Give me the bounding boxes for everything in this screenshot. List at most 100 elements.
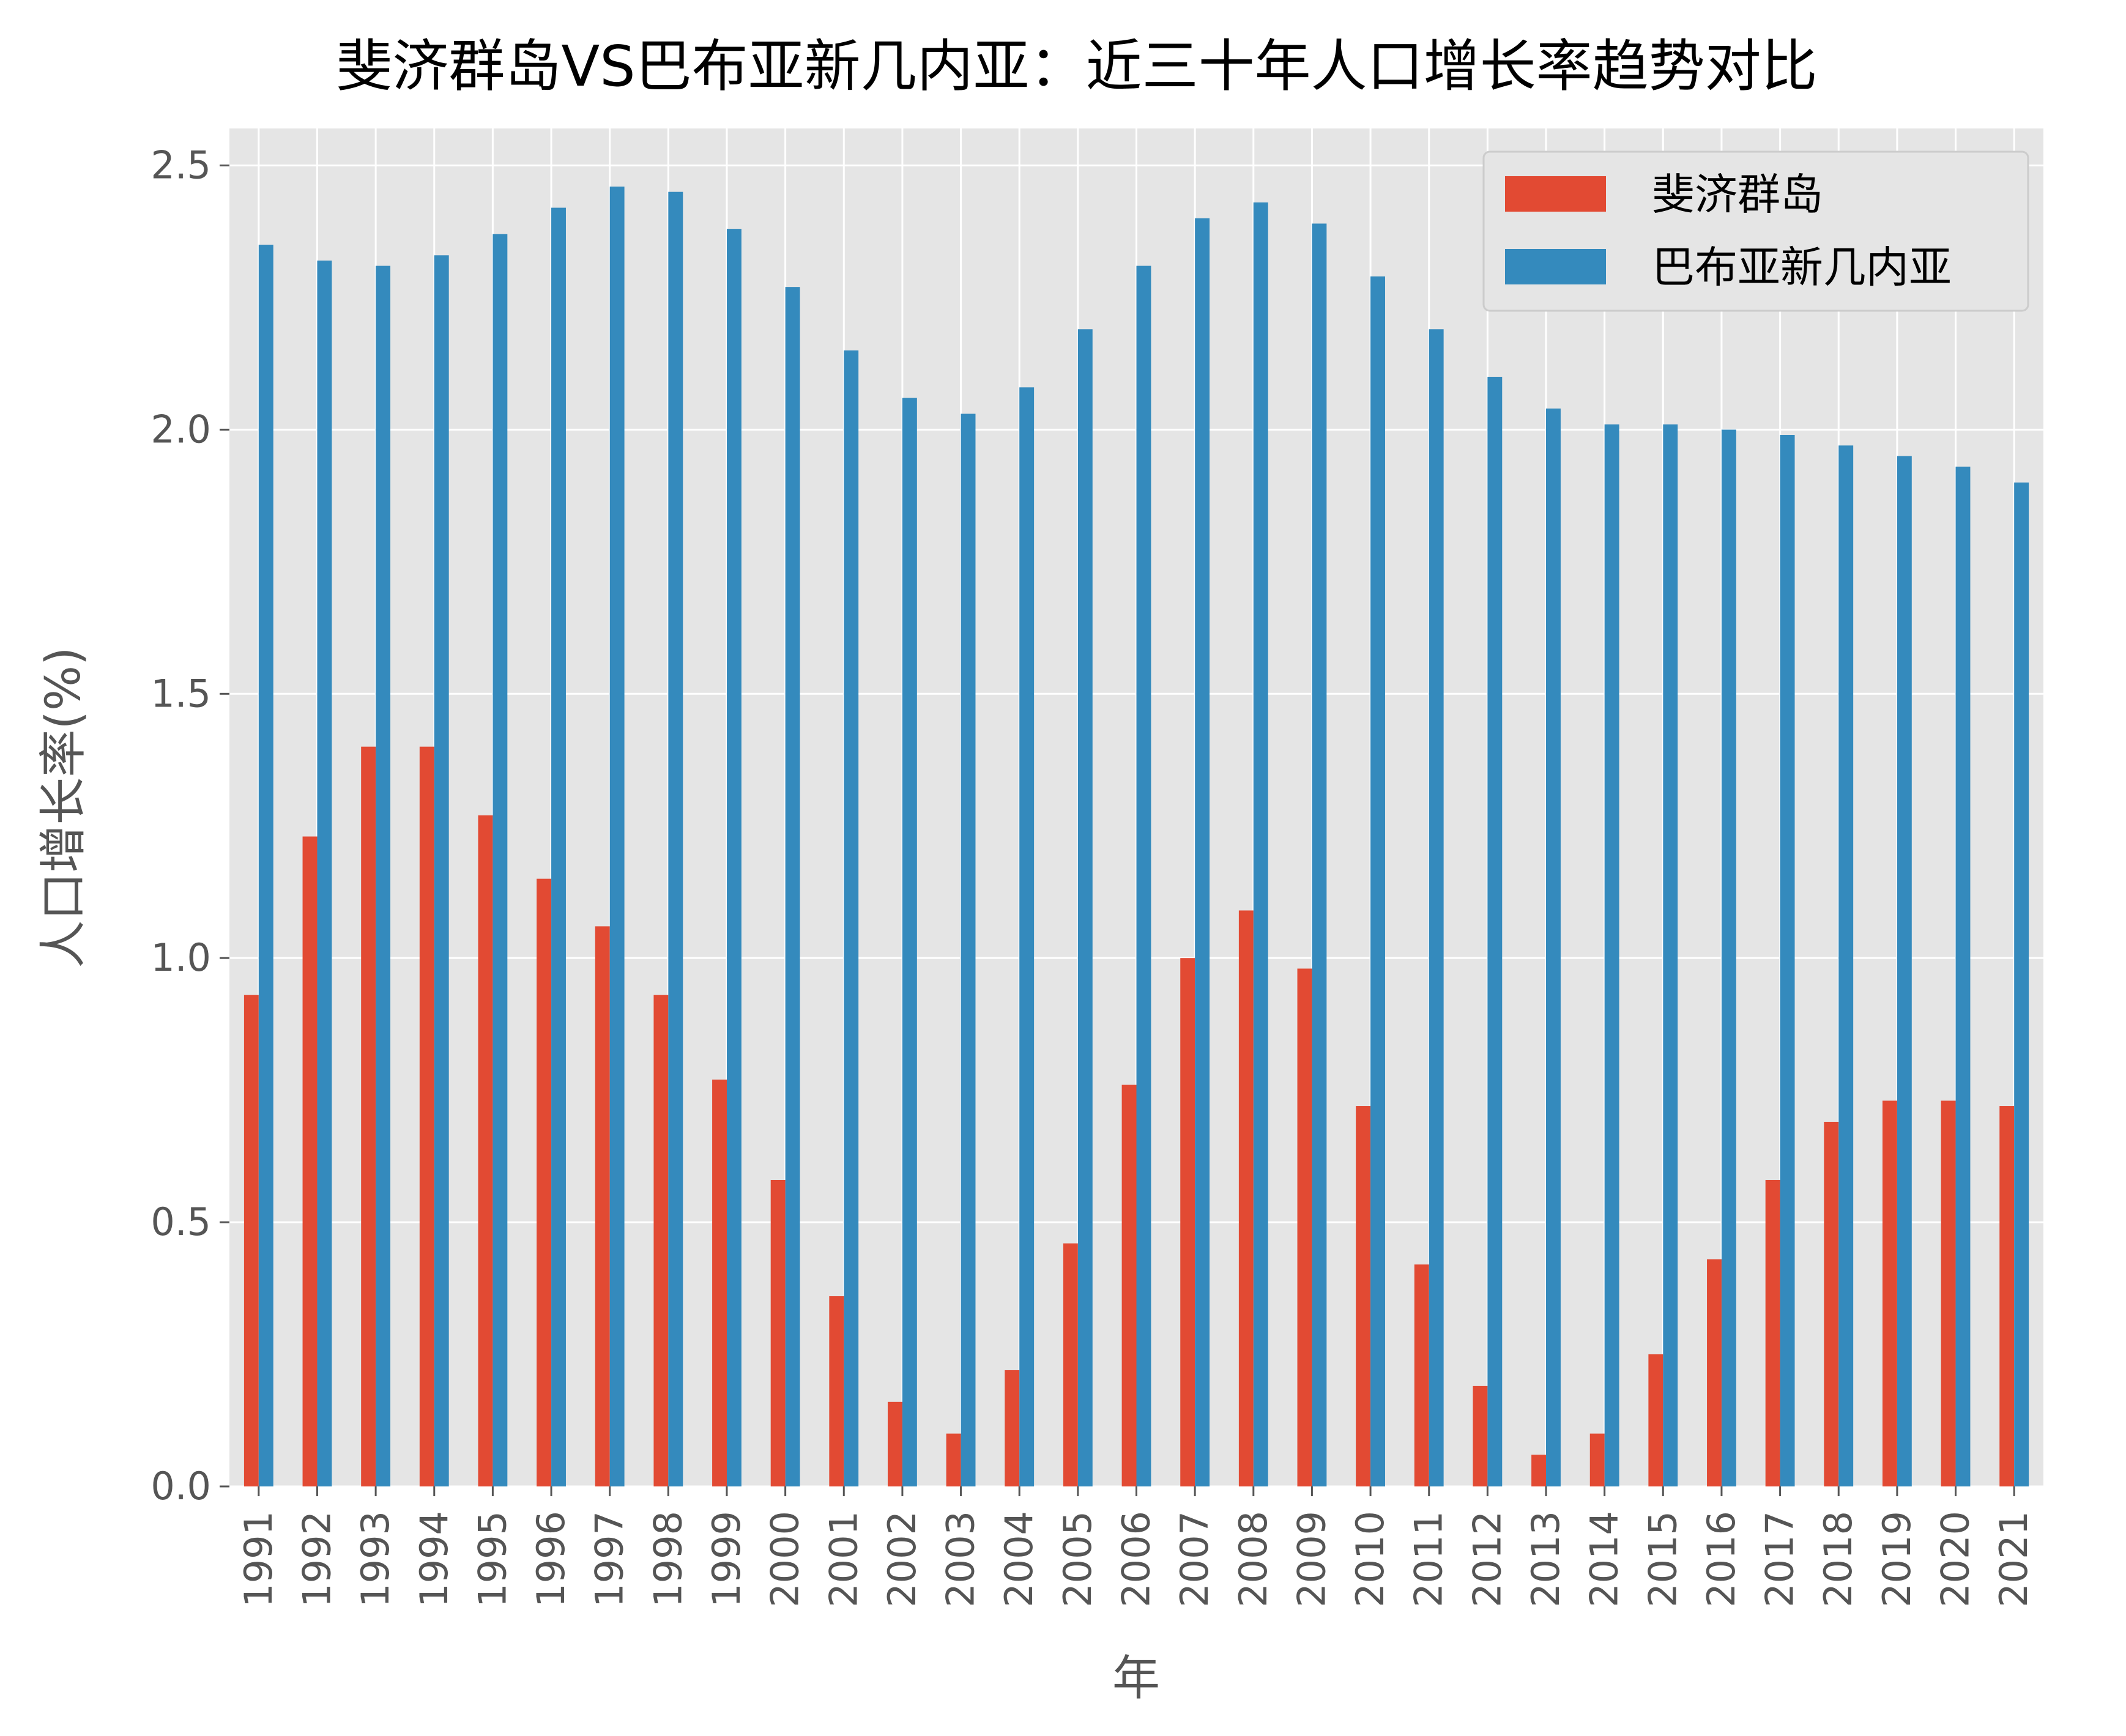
legend-swatch-png <box>1505 249 1606 284</box>
bar-fiji <box>1824 1121 1839 1486</box>
y-tick-label: 2.0 <box>151 407 211 451</box>
y-axis: 0.0 0.5 1.0 1.5 2.0 2.5 <box>151 143 229 1508</box>
bar-png <box>1721 429 1736 1486</box>
x-axis: 1991 1992 1993 1994 1995 1996 1997 1998 1999 2000… <box>236 1486 2036 1608</box>
x-tick-label: 1997 <box>587 1511 632 1608</box>
bar-fiji <box>1180 958 1195 1486</box>
bar-fiji <box>770 1179 786 1486</box>
bar-fiji <box>478 815 493 1486</box>
bar-png <box>668 191 683 1486</box>
bar-fiji <box>1882 1100 1897 1486</box>
x-tick-label: 1999 <box>704 1511 749 1608</box>
bar-fiji <box>1121 1085 1137 1486</box>
bar-fiji <box>1765 1179 1780 1486</box>
x-tick-label: 1991 <box>236 1511 281 1608</box>
x-tick-label: 2006 <box>1114 1511 1159 1608</box>
bar-fiji <box>1648 1354 1663 1486</box>
bar-fiji <box>946 1433 961 1486</box>
x-tick-label: 2016 <box>1699 1511 1744 1608</box>
bar-fiji <box>1238 910 1254 1486</box>
bar-fiji <box>1941 1100 1956 1486</box>
bar-png <box>1136 265 1151 1486</box>
bar-png <box>726 229 741 1486</box>
bar-fiji <box>653 995 669 1486</box>
legend-label-png: 巴布亚新几内亚 <box>1652 242 1952 292</box>
x-tick-label: 1996 <box>529 1511 573 1608</box>
bar-png <box>1838 445 1854 1486</box>
bar-png <box>1487 376 1503 1486</box>
bar-png <box>1780 435 1795 1486</box>
bar-fiji <box>1999 1106 2015 1486</box>
bar-png <box>1253 202 1268 1486</box>
legend: 斐济群岛 巴布亚新几内亚 <box>1482 150 2029 312</box>
x-tick-label: 2021 <box>1991 1511 2036 1608</box>
bar-png <box>434 255 449 1486</box>
legend-label-fiji: 斐济群岛 <box>1652 169 1823 220</box>
bar-png <box>609 187 625 1486</box>
bar-png <box>258 245 273 1486</box>
bar-fiji <box>537 878 552 1486</box>
bar-png <box>1897 456 1912 1486</box>
x-tick-label: 1993 <box>353 1511 398 1608</box>
y-tick-label: 1.0 <box>151 935 211 980</box>
bar-fiji <box>1063 1243 1078 1486</box>
x-tick-label: 2019 <box>1875 1511 1919 1608</box>
x-tick-label: 2011 <box>1407 1511 1451 1608</box>
bar-fiji <box>1356 1106 1371 1486</box>
bar-png <box>1429 329 1444 1486</box>
x-tick-label: 2012 <box>1465 1511 1509 1608</box>
x-tick-label: 2009 <box>1289 1511 1334 1608</box>
bar-fiji <box>1531 1455 1547 1486</box>
bar-png <box>376 265 391 1486</box>
x-axis-label: 年 <box>1112 1651 1160 1706</box>
x-tick-label: 2020 <box>1933 1511 1978 1608</box>
bar-fiji <box>829 1296 844 1486</box>
x-tick-label: 2000 <box>763 1511 808 1608</box>
x-tick-label: 2014 <box>1582 1511 1627 1608</box>
bar-png <box>492 234 508 1486</box>
x-tick-label: 2001 <box>821 1511 866 1608</box>
x-tick-label: 2005 <box>1055 1511 1100 1608</box>
y-tick-label: 0.0 <box>151 1464 211 1508</box>
bar-png <box>844 350 859 1487</box>
legend-swatch-fiji <box>1505 176 1606 212</box>
bar-png <box>785 287 800 1486</box>
bar-png <box>1370 276 1385 1487</box>
y-axis-label: 人口增长率(%) <box>36 647 91 968</box>
bar-fiji <box>243 995 259 1486</box>
bar-fiji <box>302 836 318 1486</box>
bar-fiji <box>1707 1259 1722 1486</box>
bar-fiji <box>361 746 376 1486</box>
y-tick-label: 2.5 <box>151 143 211 187</box>
bar-fiji <box>888 1401 902 1486</box>
x-tick-label: 2003 <box>938 1511 983 1608</box>
bar-png <box>2014 482 2029 1486</box>
y-tick-label: 1.5 <box>151 671 211 716</box>
x-tick-label: 1995 <box>470 1511 515 1608</box>
x-tick-label: 2007 <box>1172 1511 1217 1608</box>
bar-png <box>902 398 917 1487</box>
bar-png <box>1077 329 1093 1486</box>
x-tick-label: 2015 <box>1640 1511 1685 1608</box>
x-tick-label: 1998 <box>645 1511 690 1608</box>
bar-png <box>1195 218 1210 1487</box>
bar-png <box>1019 387 1035 1486</box>
bar-fiji <box>1297 968 1312 1486</box>
bar-png <box>1955 466 1971 1486</box>
bars <box>243 187 2029 1487</box>
x-tick-label: 2017 <box>1758 1511 1802 1608</box>
x-tick-label: 2008 <box>1231 1511 1276 1608</box>
x-tick-label: 2002 <box>880 1511 924 1608</box>
bar-fiji <box>1589 1433 1605 1486</box>
x-tick-label: 1994 <box>412 1511 456 1608</box>
bar-png <box>317 260 332 1486</box>
x-tick-label: 2013 <box>1523 1511 1568 1608</box>
bar-png <box>1604 424 1619 1487</box>
bar-png <box>1312 223 1327 1487</box>
bar-fiji <box>1005 1370 1020 1486</box>
bar-png <box>1663 424 1678 1487</box>
x-tick-label: 2010 <box>1348 1511 1392 1608</box>
x-tick-label: 1992 <box>294 1511 339 1608</box>
